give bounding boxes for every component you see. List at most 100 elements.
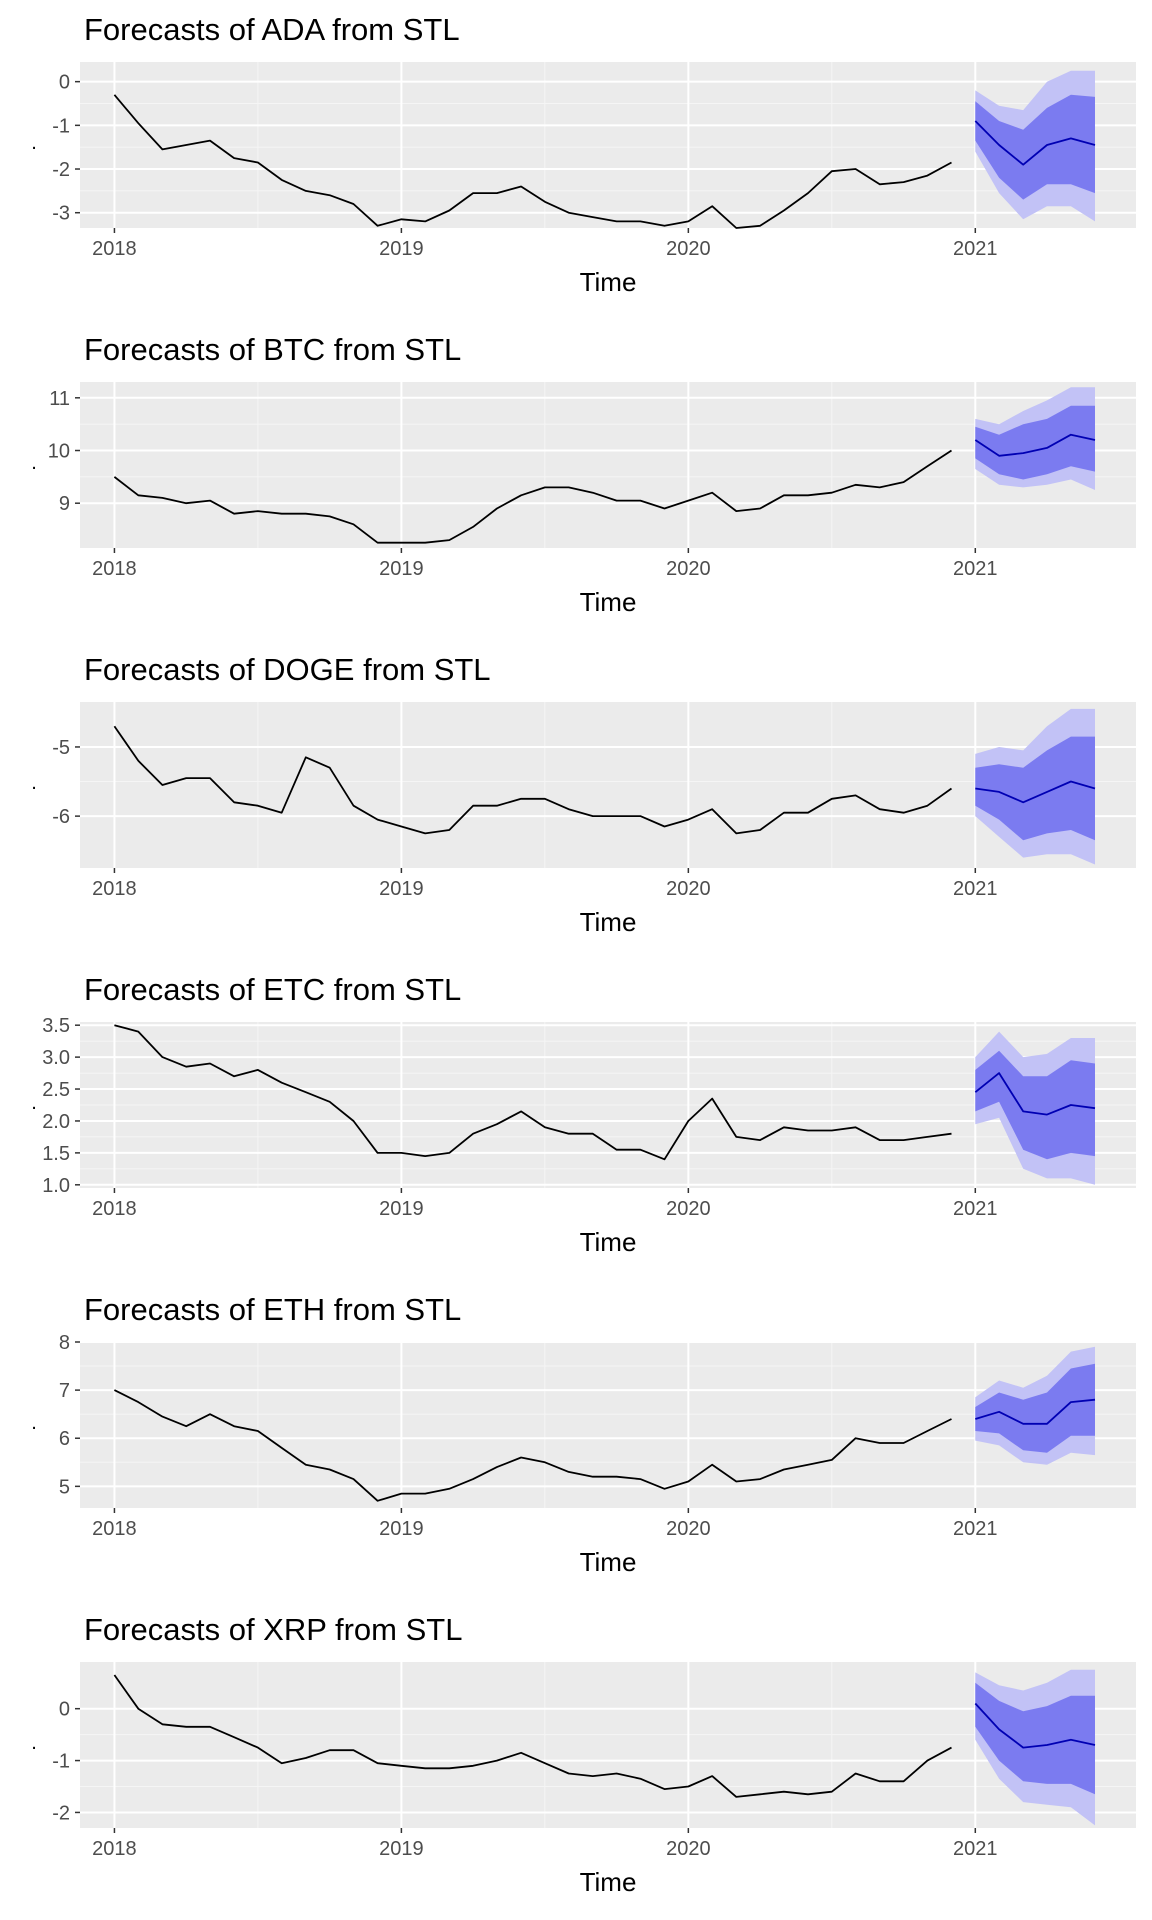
- forecast-line: [974, 1702, 1096, 1749]
- y-tick-label: 9: [59, 493, 70, 515]
- x-tick-label: 2020: [666, 558, 711, 580]
- x-tick-label: 2020: [666, 238, 711, 260]
- forecast-line: [975, 1398, 1096, 1425]
- y-axis-title: .: [31, 1412, 37, 1434]
- x-tick-label: 2021: [953, 1518, 998, 1540]
- y-tick-label: -1: [52, 1751, 70, 1773]
- x-tick-label: 2021: [953, 558, 998, 580]
- y-tick-label: 8: [59, 1332, 70, 1354]
- y-axis-title: .: [31, 772, 37, 794]
- x-tick-label: 2019: [379, 558, 424, 580]
- plot-background: [80, 702, 1136, 868]
- x-tick-label: 2019: [379, 1198, 424, 1220]
- chart-svg: Forecasts of XRP from STL 0 -1 -2 2018 2019 20…: [31, 1612, 1136, 1897]
- chart-panel: Forecasts of DOGE from STL -5 -6 2018 2019 20…: [0, 640, 1152, 960]
- x-tick-label: 2019: [379, 238, 424, 260]
- chart-panel: Forecasts of ADA from STL 0 -1 -2 -3 2018 2019…: [0, 0, 1152, 320]
- y-axis-title: .: [31, 452, 37, 474]
- y-tick-label: -1: [52, 115, 70, 137]
- chart-title: Forecasts of ADA from STL: [84, 12, 460, 47]
- history-line: [113, 94, 952, 229]
- chart-svg: Forecasts of ETC from STL 1.0 1.5 2.0 2.5 3.0…: [31, 972, 1136, 1257]
- x-tick-label: 2018: [92, 558, 137, 580]
- x-tick-label: 2021: [953, 1198, 998, 1220]
- chart-title: Forecasts of BTC from STL: [84, 332, 461, 367]
- chart-title: Forecasts of XRP from STL: [84, 1612, 462, 1647]
- x-axis-title: Time: [580, 267, 637, 297]
- x-axis-title: Time: [580, 907, 637, 937]
- y-tick-label: 11: [49, 388, 70, 410]
- plot-background: [80, 1662, 1136, 1828]
- chart-svg: Forecasts of BTC from STL 9 10 11 2018 2019 20…: [31, 332, 1136, 617]
- history-line: [113, 1674, 952, 1798]
- chart-svg: Forecasts of DOGE from STL -5 -6 2018 2019 20…: [31, 652, 1136, 937]
- y-tick-label: 1.0: [42, 1175, 70, 1197]
- y-tick-label: 1.5: [42, 1143, 70, 1165]
- x-axis-title: Time: [580, 587, 637, 617]
- x-tick-label: 2020: [666, 1838, 711, 1860]
- y-axis-title: .: [31, 1732, 37, 1754]
- x-tick-label: 2018: [92, 1198, 137, 1220]
- y-tick-label: 3.0: [42, 1047, 70, 1069]
- y-tick-label: 6: [59, 1428, 70, 1450]
- forecast-line: [975, 780, 1096, 804]
- x-tick-label: 2020: [666, 878, 711, 900]
- prediction-band-80: [975, 405, 1095, 480]
- x-axis-title: Time: [580, 1867, 637, 1897]
- prediction-band-80: [975, 1682, 1095, 1795]
- y-tick-label: -2: [52, 159, 70, 181]
- y-tick-label: 10: [48, 441, 70, 463]
- y-tick-label: -5: [52, 737, 70, 759]
- history-line: [113, 725, 953, 835]
- y-tick-label: 5: [59, 1476, 70, 1498]
- x-tick-label: 2020: [666, 1518, 711, 1540]
- y-axis-title: .: [31, 1092, 37, 1114]
- forecast-line: [974, 120, 1096, 166]
- chart-panel: Forecasts of XRP from STL 0 -1 -2 2018 2019 20…: [0, 1600, 1152, 1920]
- chart-panel: Forecasts of ETH from STL 5 6 7 8 2018 2019 202…: [0, 1280, 1152, 1600]
- plot-background: [80, 62, 1136, 228]
- y-tick-label: -2: [52, 1802, 70, 1824]
- chart-panel: Forecasts of BTC from STL 9 10 11 2018 2019 20…: [0, 320, 1152, 640]
- x-axis-title: Time: [580, 1227, 637, 1257]
- y-tick-label: 0: [59, 1699, 70, 1721]
- prediction-band-80: [975, 1363, 1095, 1453]
- x-tick-label: 2018: [92, 1518, 137, 1540]
- y-axis-title: .: [31, 132, 37, 154]
- x-tick-label: 2019: [379, 1838, 424, 1860]
- y-tick-label: -3: [52, 203, 70, 225]
- chart-svg: Forecasts of ADA from STL 0 -1 -2 -3 2018 2019…: [31, 12, 1136, 297]
- x-tick-label: 2019: [379, 878, 424, 900]
- x-tick-label: 2018: [92, 238, 137, 260]
- chart-title: Forecasts of DOGE from STL: [84, 652, 491, 687]
- chart-panel: Forecasts of ETC from STL 1.0 1.5 2.0 2.5 3.0…: [0, 960, 1152, 1280]
- history-line: [113, 449, 952, 544]
- y-tick-label: 2.5: [42, 1079, 70, 1101]
- chart-title: Forecasts of ETH from STL: [84, 1292, 461, 1327]
- x-tick-label: 2018: [92, 1838, 137, 1860]
- chart-svg: Forecasts of ETH from STL 5 6 7 8 2018 2019 202…: [31, 1292, 1136, 1577]
- y-tick-label: 0: [59, 72, 70, 94]
- y-tick-label: 7: [59, 1380, 70, 1402]
- chart-title: Forecasts of ETC from STL: [84, 972, 461, 1007]
- prediction-band-80: [975, 94, 1095, 200]
- forecast-line: [974, 433, 1096, 457]
- history-line: [113, 1389, 952, 1502]
- x-tick-label: 2021: [953, 878, 998, 900]
- forecast-line: [974, 1072, 1096, 1116]
- x-tick-label: 2021: [953, 238, 998, 260]
- x-tick-label: 2020: [666, 1198, 711, 1220]
- x-tick-label: 2018: [92, 878, 137, 900]
- x-axis-title: Time: [580, 1547, 637, 1577]
- prediction-band-80: [975, 1050, 1095, 1160]
- plot-background: [80, 1342, 1136, 1508]
- x-tick-label: 2021: [953, 1838, 998, 1860]
- plot-background: [80, 382, 1136, 548]
- x-tick-label: 2019: [379, 1518, 424, 1540]
- y-tick-label: 3.5: [42, 1015, 70, 1037]
- y-tick-label: -6: [52, 806, 70, 828]
- prediction-band-80: [975, 736, 1095, 841]
- y-tick-label: 2.0: [42, 1111, 70, 1133]
- history-line: [114, 1024, 952, 1161]
